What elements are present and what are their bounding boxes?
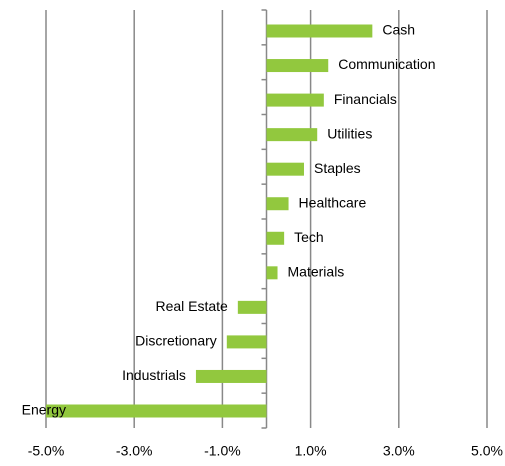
category-label: Industrials [122,367,186,383]
category-label: Materials [288,264,345,280]
bar [237,300,267,314]
bar [226,335,267,349]
bar [266,93,324,107]
category-label: Utilities [327,125,372,141]
bar [266,162,304,176]
x-tick-label: 3.0% [383,443,415,459]
bar [266,231,285,245]
bar [195,369,267,383]
category-label: Energy [22,402,66,418]
x-tick-label: -5.0% [28,443,65,459]
category-label: Discretionary [135,333,217,349]
x-tick-label: 1.0% [295,443,327,459]
bar [266,128,318,142]
x-tick-label: -3.0% [116,443,153,459]
category-label: Tech [294,229,324,245]
bar [266,197,289,211]
bar [266,59,329,73]
x-tick-label: -1.0% [204,443,241,459]
category-label: Healthcare [299,194,367,210]
bar [266,266,278,280]
bar [46,404,267,418]
category-label: Communication [338,56,435,72]
category-label: Staples [314,160,361,176]
category-label: Cash [382,22,415,38]
category-label: Financials [334,91,397,107]
bar [266,24,373,38]
x-tick-label: 5.0% [471,443,503,459]
category-label: Real Estate [155,298,228,314]
